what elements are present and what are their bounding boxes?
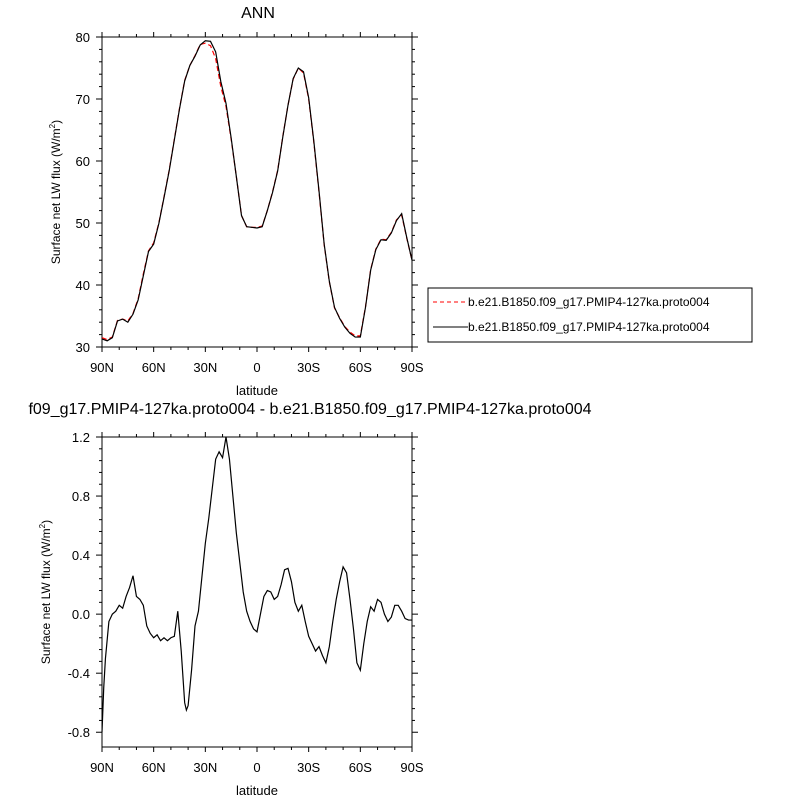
legend-entry-2: b.e21.B1850.f09_g17.PMIP4-127ka.proto004 [468, 320, 710, 334]
bottom-x-tick-label: 30S [297, 760, 320, 775]
top-series-lines [101, 40, 413, 342]
bottom-y-tick-label: 0.8 [72, 489, 90, 504]
top-x-tick-label: 60S [349, 360, 372, 375]
bottom-plot-frame [101, 436, 413, 748]
top-y-tick-label: 80 [76, 30, 90, 45]
bottom-x-tick-label: 60N [142, 760, 166, 775]
bottom-y-ticks: -0.8 -0.4 0.0 0.4 0.8 1.2 [68, 430, 418, 740]
bottom-x-ticks: 90N 60N 30N 0 30S 60S 90S [90, 432, 424, 775]
top-series-line-2 [101, 40, 413, 342]
top-y-tick-label: 60 [76, 154, 90, 169]
top-series-line-1 [101, 42, 413, 341]
top-y-tick-label: 40 [76, 278, 90, 293]
top-chart-title: ANN [241, 5, 275, 22]
bottom-x-tick-label: 90S [400, 760, 423, 775]
bottom-y-tick-label: -0.4 [68, 666, 90, 681]
bottom-panel: f09_g17.PMIP4-127ka.proto004 - b.e21.B18… [28, 401, 591, 798]
legend-frame [427, 287, 753, 343]
bottom-y-tick-label: 0.4 [72, 548, 90, 563]
bottom-x-tick-label: 0 [253, 760, 260, 775]
top-panel: ANN 90N 60N 30N 0 30S 60S 90S 30 40 50 60 70 80 lat… [48, 5, 753, 398]
top-legend: b.e21.B1850.f09_g17.PMIP4-127ka.proto004… [427, 287, 753, 343]
top-x-tick-label: 30N [193, 360, 217, 375]
bottom-y-tick-label: 0.0 [72, 607, 90, 622]
legend-entry-1: b.e21.B1850.f09_g17.PMIP4-127ka.proto004 [468, 295, 710, 309]
top-x-tick-label: 30S [297, 360, 320, 375]
top-x-axis-label: latitude [236, 383, 278, 398]
top-y-tick-label: 50 [76, 216, 90, 231]
bottom-series-lines [101, 436, 412, 733]
bottom-chart-title: f09_g17.PMIP4-127ka.proto004 - b.e21.B18… [28, 401, 591, 418]
top-y-ticks: 30 40 50 60 70 80 [76, 30, 418, 355]
top-x-tick-label: 0 [253, 360, 260, 375]
top-x-tick-label: 90N [90, 360, 114, 375]
bottom-x-tick-label: 30N [193, 760, 217, 775]
bottom-y-tick-label: -0.8 [68, 725, 90, 740]
bottom-series-line-1 [101, 436, 412, 733]
bottom-x-tick-label: 90N [90, 760, 114, 775]
bottom-x-tick-label: 60S [349, 760, 372, 775]
bottom-y-tick-label: 1.2 [72, 430, 90, 445]
bottom-y-axis-label: Surface net LW flux (W/m2) [38, 520, 53, 664]
top-y-tick-label: 30 [76, 340, 90, 355]
top-x-ticks: 90N 60N 30N 0 30S 60S 90S [90, 32, 424, 375]
top-plot-frame [101, 36, 413, 348]
top-x-tick-label: 60N [142, 360, 166, 375]
top-y-tick-label: 70 [76, 92, 90, 107]
bottom-x-axis-label: latitude [236, 783, 278, 798]
top-x-tick-label: 90S [400, 360, 423, 375]
top-y-axis-label: Surface net LW flux (W/m2) [48, 120, 63, 264]
